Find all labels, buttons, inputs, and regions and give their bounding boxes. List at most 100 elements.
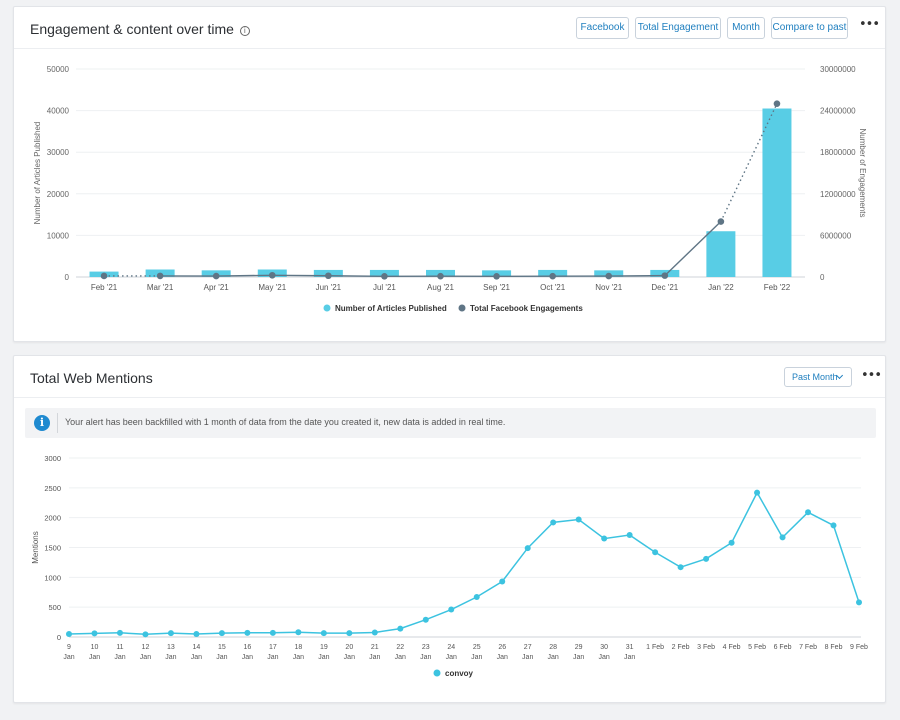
- x-tick-label: 28 Jan: [548, 644, 559, 661]
- x-tick-label: 7 Feb: [799, 644, 817, 651]
- bar: [762, 108, 792, 278]
- y-right-tick-label: 6000000: [820, 231, 852, 240]
- engagement-point: [325, 272, 332, 280]
- y-tick-label: 50000: [47, 65, 70, 74]
- x-tick-label: 1 Feb: [646, 644, 664, 651]
- y-tick-label: 20000: [47, 190, 70, 199]
- legend-label-articles: Number of Articles Published: [335, 304, 447, 313]
- legend-label-engagements: Total Facebook Engagements: [470, 304, 583, 313]
- total-engagement-button[interactable]: Total Engagement: [635, 17, 721, 39]
- mentions-point: [626, 531, 633, 538]
- x-tick-label: Sep '21: [483, 283, 510, 292]
- mentions-point: [473, 594, 480, 601]
- mentions-point: [448, 606, 455, 613]
- web-mentions-widget: Total Web Mentions Past Month ••• i Your…: [13, 355, 886, 703]
- bar: [706, 231, 736, 277]
- x-tick-label: 10 Jan: [89, 644, 100, 661]
- x-tick-label: Nov '21: [595, 283, 622, 292]
- y-tick-label: 2500: [44, 484, 61, 493]
- engagement-point: [717, 218, 725, 225]
- mentions-point: [371, 629, 378, 636]
- x-tick-label: 27 Jan: [522, 644, 533, 661]
- x-tick-label: 30 Jan: [599, 644, 610, 661]
- engagement-point: [212, 272, 220, 280]
- month-button[interactable]: Month: [727, 17, 765, 39]
- mentions-point: [805, 509, 812, 516]
- mentions-point: [244, 629, 251, 636]
- mentions-point: [754, 489, 761, 496]
- mentions-line: [68, 491, 860, 636]
- mentions-chart: 0 500 1000 1500 2000 2500 3000 Mentions 9 Jan 10 Ja…: [31, 454, 868, 678]
- x-tick-label: 18 Jan: [293, 644, 304, 661]
- engagement-line-segment: [328, 275, 385, 278]
- engagement-line-segment: [720, 103, 778, 222]
- x-tick-label: Dec '21: [651, 283, 678, 292]
- x-tick-label: 14 Jan: [191, 644, 202, 661]
- period-dropdown[interactable]: Past Month: [784, 367, 852, 387]
- y-tick-label: 10000: [47, 231, 70, 240]
- engagement-widget-title: Engagement & content over time i: [30, 21, 250, 37]
- info-icon: i: [34, 415, 50, 431]
- mentions-point: [677, 564, 684, 571]
- x-tick-label: Jun '21: [316, 283, 342, 292]
- mentions-point: [856, 599, 862, 606]
- mentions-point: [652, 549, 659, 556]
- x-tick-label: 13 Jan: [165, 644, 176, 661]
- x-tick-label: 25 Jan: [471, 644, 482, 661]
- legend-swatch-articles: [323, 304, 331, 312]
- x-tick-label: 4 Feb: [723, 644, 741, 651]
- x-tick-label: 2 Feb: [672, 644, 690, 651]
- y-right-axis-label: Number of Engagements: [858, 129, 867, 218]
- mentions-point: [295, 629, 302, 636]
- engagement-point: [100, 272, 108, 280]
- mentions-point: [779, 534, 786, 541]
- mentions-point: [193, 631, 200, 638]
- x-tick-label: 5 Feb: [748, 644, 766, 651]
- engagement-point: [268, 271, 276, 279]
- y-tick-label: 0: [65, 273, 70, 282]
- engagement-point: [437, 272, 444, 280]
- facebook-button[interactable]: Facebook: [576, 17, 629, 39]
- engagement-widget-header: Engagement & content over time i Facebook…: [14, 7, 885, 49]
- x-tick-label: Mar '21: [147, 283, 174, 292]
- x-tick-label: 16 Jan: [242, 644, 253, 661]
- y-axis-label: Number of Articles Published: [33, 122, 42, 225]
- x-tick-label: 8 Feb: [825, 644, 843, 651]
- x-tick-label: Aug '21: [427, 283, 454, 292]
- mentions-point: [422, 616, 429, 623]
- mentions-point: [830, 522, 837, 529]
- engagement-title-text: Engagement & content over time: [30, 21, 234, 37]
- banner-message: Your alert has been backfilled with 1 mo…: [65, 417, 506, 427]
- x-tick-label: 20 Jan: [344, 644, 355, 661]
- mentions-point: [320, 630, 327, 637]
- engagement-point: [549, 272, 556, 280]
- x-tick-label: Jan '22: [708, 283, 734, 292]
- mentions-point: [167, 630, 174, 637]
- backfill-alert-banner: i Your alert has been backfilled with 1 …: [25, 408, 876, 438]
- x-tick-label: 11 Jan: [114, 644, 125, 661]
- x-tick-label: Feb '22: [764, 283, 791, 292]
- mentions-point: [116, 629, 123, 636]
- compare-to-past-button[interactable]: Compare to past: [771, 17, 848, 39]
- legend-swatch-convoy: [433, 669, 441, 677]
- mentions-point: [397, 625, 404, 632]
- y-right-tick-label: 12000000: [820, 190, 856, 199]
- engagement-widget: Engagement & content over time i Facebook…: [13, 6, 886, 342]
- y-tick-label: 40000: [47, 107, 70, 116]
- y-tick-label: 0: [57, 633, 61, 642]
- y-tick-label: 30000: [47, 148, 70, 157]
- info-icon[interactable]: i: [239, 26, 250, 36]
- more-options-icon[interactable]: •••: [861, 368, 882, 383]
- mentions-point: [703, 555, 710, 562]
- x-tick-label: 9 Jan: [63, 644, 74, 661]
- engagement-point: [381, 273, 388, 280]
- y-tick-label: 2000: [44, 514, 61, 523]
- x-tick-label: Feb '21: [91, 283, 118, 292]
- y-right-tick-label: 18000000: [820, 148, 856, 157]
- y-tick-label: 3000: [44, 454, 61, 463]
- more-options-icon[interactable]: •••: [859, 17, 880, 32]
- web-mentions-title: Total Web Mentions: [30, 370, 153, 386]
- x-tick-label: Jul '21: [373, 283, 396, 292]
- x-tick-label: 15 Jan: [216, 644, 227, 661]
- mentions-point: [346, 630, 353, 637]
